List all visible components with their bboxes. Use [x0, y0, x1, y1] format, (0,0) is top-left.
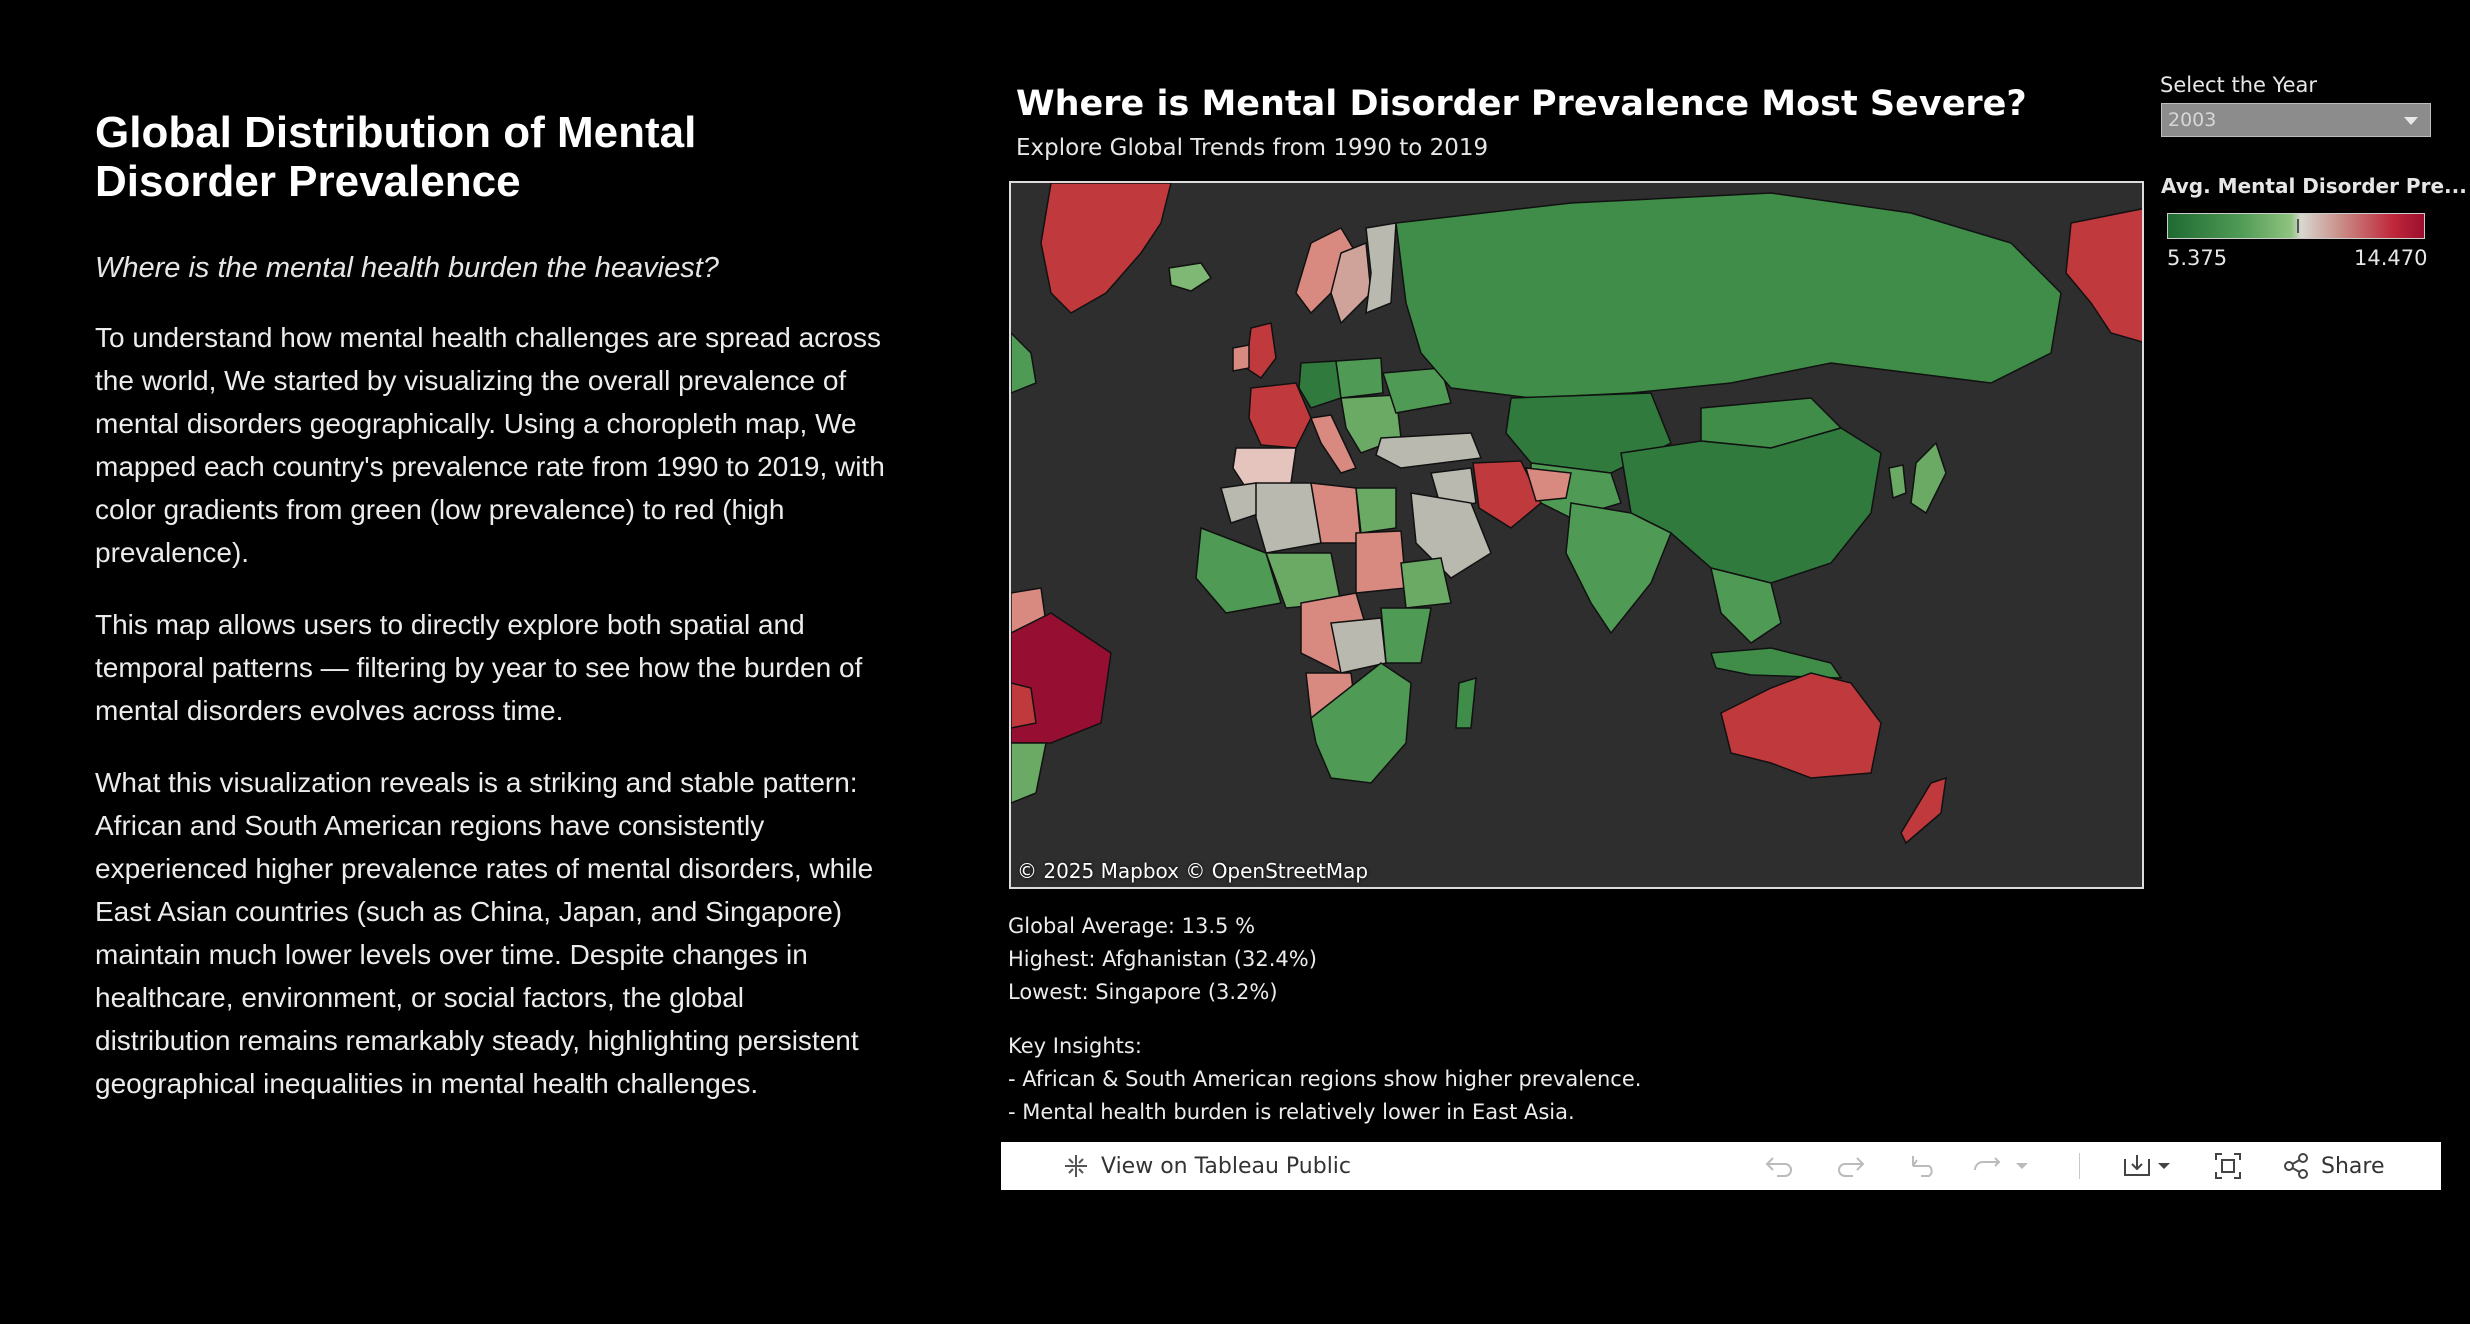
refresh-icon	[1971, 1152, 2005, 1180]
country-india[interactable]	[1565, 502, 1672, 635]
country-australia[interactable]	[1720, 672, 1882, 779]
dashboard-title: Where is Mental Disorder Prevalence Most…	[1016, 84, 2027, 124]
country-poland[interactable]	[1335, 357, 1384, 399]
country-new-zealand[interactable]	[1900, 776, 1947, 845]
country-turkey[interactable]	[1375, 432, 1483, 469]
year-filter-label: Select the Year	[2160, 73, 2318, 97]
article-question: Where is the mental health burden the he…	[95, 252, 719, 284]
article-paragraph: What this visualization reveals is a str…	[95, 767, 874, 1099]
download-icon	[2121, 1151, 2153, 1181]
refresh-button[interactable]	[1971, 1142, 2029, 1190]
revert-icon	[1907, 1152, 1939, 1180]
country-saudi-arabia[interactable]	[1410, 492, 1492, 579]
country-brazil[interactable]	[1011, 612, 1112, 744]
insight-item: - African & South American regions show …	[1008, 1067, 1642, 1091]
dropdown-caret-icon	[2404, 117, 2418, 125]
country-finland[interactable]	[1365, 222, 1397, 315]
summary-stats: Global Average: 13.5 % Highest: Afghanis…	[1008, 910, 1641, 1129]
country-west-africa[interactable]	[1195, 526, 1282, 614]
country-canada[interactable]	[1011, 331, 1037, 394]
lowest-country: Lowest: Singapore (3.2%)	[1008, 980, 1278, 1004]
view-on-tableau-public-button[interactable]: View on Tableau Public	[1061, 1142, 1351, 1190]
country-sudan[interactable]	[1355, 530, 1407, 594]
country-italy[interactable]	[1309, 414, 1358, 474]
legend-title: Avg. Mental Disorder Pre...	[2161, 174, 2467, 198]
year-filter-dropdown[interactable]: 2003	[2161, 103, 2431, 137]
country-greenland[interactable]	[1040, 183, 1172, 314]
country-iran[interactable]	[1472, 460, 1542, 529]
country-ukraine[interactable]	[1381, 367, 1452, 414]
country-algeria[interactable]	[1255, 482, 1322, 554]
fullscreen-icon	[2213, 1151, 2243, 1181]
article-body: To understand how mental health challeng…	[95, 316, 885, 1105]
redo-button[interactable]	[1835, 1142, 1867, 1190]
country-ireland[interactable]	[1232, 344, 1250, 372]
share-icon	[2281, 1151, 2311, 1181]
country-ethiopia[interactable]	[1400, 557, 1452, 609]
country-southeast-asia[interactable]	[1710, 566, 1782, 644]
country-russia[interactable]	[1395, 192, 2062, 399]
tableau-dashboard: Where is Mental Disorder Prevalence Most…	[1000, 0, 2470, 1324]
tableau-logo-icon	[1061, 1151, 1091, 1181]
dropdown-caret-icon	[2015, 1161, 2029, 1171]
legend-min-value: 5.375	[2167, 246, 2228, 270]
country-spain[interactable]	[1232, 447, 1297, 489]
dropdown-caret-icon	[2157, 1161, 2171, 1171]
revert-button[interactable]	[1907, 1142, 1939, 1190]
legend-max-value: 14.470	[2354, 246, 2428, 270]
color-legend-gradient[interactable]	[2167, 213, 2425, 239]
country-japan[interactable]	[1910, 441, 1947, 515]
share-label: Share	[2321, 1153, 2385, 1179]
country-afghanistan[interactable]	[1524, 467, 1572, 502]
country-usa-alaska[interactable]	[2065, 208, 2144, 343]
year-filter-value: 2003	[2168, 109, 2217, 131]
country-madagascar[interactable]	[1455, 676, 1477, 729]
article-paragraph: This map allows users to directly explor…	[95, 609, 863, 726]
global-average: Global Average: 13.5 %	[1008, 914, 1256, 938]
country-sweden[interactable]	[1330, 241, 1372, 325]
fullscreen-button[interactable]	[2213, 1142, 2243, 1190]
article-title: Global Distribution of Mental Disorder P…	[95, 108, 697, 206]
undo-icon	[1763, 1152, 1795, 1180]
country-indonesia[interactable]	[1709, 647, 1843, 679]
article-panel: Global Distribution of Mental Disorder P…	[95, 108, 885, 1134]
map-canvas[interactable]	[1011, 183, 2144, 889]
country-iceland[interactable]	[1168, 262, 1213, 292]
undo-button[interactable]	[1763, 1142, 1795, 1190]
country-germany[interactable]	[1298, 360, 1342, 409]
share-button[interactable]: Share	[2281, 1142, 2385, 1190]
toolbar-divider	[2079, 1153, 2080, 1179]
country-east-africa[interactable]	[1380, 607, 1432, 664]
country-southern-africa[interactable]	[1310, 662, 1412, 784]
view-on-tableau-public-label: View on Tableau Public	[1101, 1153, 1352, 1179]
map-attribution[interactable]: © 2025 Mapbox © OpenStreetMap	[1017, 859, 1369, 883]
download-button[interactable]	[2121, 1142, 2171, 1190]
country-korea[interactable]	[1888, 464, 1907, 500]
redo-icon	[1835, 1152, 1867, 1180]
article-paragraph: To understand how mental health challeng…	[95, 322, 885, 568]
dashboard-subtitle: Explore Global Trends from 1990 to 2019	[1016, 135, 1489, 161]
country-peru[interactable]	[1011, 682, 1037, 729]
insight-item: - Mental health burden is relatively low…	[1008, 1100, 1575, 1124]
country-egypt[interactable]	[1355, 487, 1397, 534]
choropleth-map[interactable]: © 2025 Mapbox © OpenStreetMap	[1009, 181, 2144, 889]
legend-midpoint-marker	[2297, 219, 2299, 233]
country-argentina[interactable]	[1011, 742, 1047, 804]
highest-country: Highest: Afghanistan (32.4%)	[1008, 947, 1317, 971]
tableau-toolbar: View on Tableau Public	[1001, 1142, 2441, 1190]
insights-heading: Key Insights:	[1008, 1034, 1142, 1058]
